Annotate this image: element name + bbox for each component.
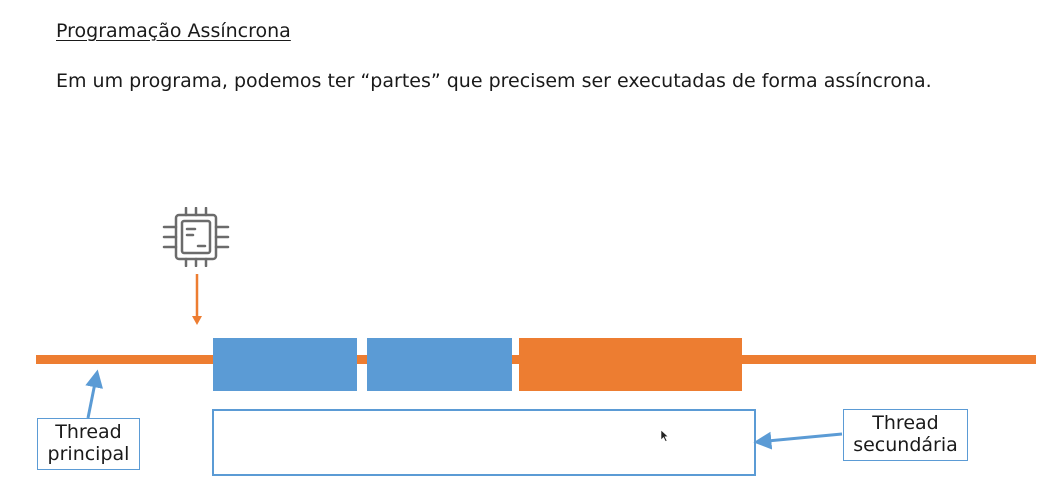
orange-task-block — [519, 338, 742, 391]
main-thread-connector — [85, 369, 104, 419]
secondary-thread-label-line-2: secundária — [853, 434, 958, 456]
mouse-cursor-icon — [660, 429, 669, 442]
secondary-thread-label: Thread secundária — [843, 409, 968, 461]
secondary-thread-label-line-1: Thread — [872, 412, 939, 434]
slide-body-text: Em um programa, podemos ter “partes” que… — [56, 70, 932, 92]
down-arrow-icon — [192, 274, 202, 325]
secondary-thread-box — [212, 409, 756, 476]
cpu-chip-icon — [162, 207, 230, 267]
main-thread-label-line-1: Thread — [55, 421, 122, 443]
slide-title: Programação Assíncrona — [56, 20, 291, 42]
secondary-thread-connector — [753, 431, 843, 450]
blue-task-block-2 — [367, 338, 512, 391]
main-thread-label-line-2: principal — [47, 443, 130, 465]
main-thread-label: Thread principal — [37, 418, 140, 470]
blue-task-block-1 — [213, 338, 357, 391]
